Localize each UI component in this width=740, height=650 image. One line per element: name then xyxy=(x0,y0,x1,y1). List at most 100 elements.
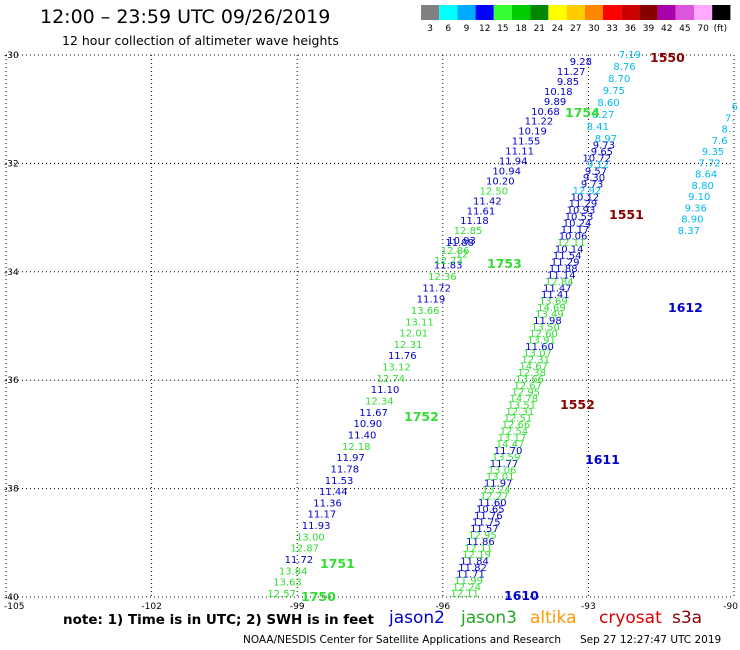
latitude-tick-label: -38 xyxy=(4,485,19,495)
wave-height-value: 12.31 xyxy=(506,407,535,418)
pass-id-label: 1610 xyxy=(504,588,539,603)
wave-height-value: 8.90 xyxy=(681,215,703,226)
wave-height-value: 11.76 xyxy=(474,511,503,522)
legend-swatch xyxy=(512,5,531,20)
pass-id-labels: 1750 1751 1752 1753 1754 1610 1611 1612 1550 1551… xyxy=(301,50,703,604)
wave-height-value: 10.93 xyxy=(567,206,596,217)
wave-height-value: 6 xyxy=(732,102,738,113)
latitude-tick-label: -32 xyxy=(4,159,19,169)
wave-height-value: 10.65 xyxy=(476,505,505,516)
wave-height-value: 9.65 xyxy=(591,147,613,158)
satellite-legend-s3a: s3a xyxy=(672,608,703,628)
wave-height-value: 11.55 xyxy=(512,137,541,148)
legend-swatch xyxy=(657,5,676,20)
wave-height-value: 11.72 xyxy=(285,555,314,566)
wave-height-value: 12.74 xyxy=(376,374,405,385)
longitude-tick-label: -99 xyxy=(290,602,305,612)
pass-id-label: 1611 xyxy=(585,452,620,467)
wave-height-value: 12.84 xyxy=(545,277,574,288)
wave-height-value: 11.41 xyxy=(541,290,570,301)
wave-height-value: 7.72 xyxy=(698,158,720,169)
legend-tick-label: 15 xyxy=(497,24,508,34)
altimeter-tracks: 12.5713.6313.8411.7212.8713.0011.9311.17… xyxy=(267,50,738,600)
wave-height-value: 12.38 xyxy=(517,368,546,379)
wave-height-value: 13.06 xyxy=(488,466,517,477)
legend-swatch xyxy=(475,5,494,20)
legend-swatch xyxy=(548,5,567,20)
wave-height-value: 13.07 xyxy=(523,349,552,360)
wave-height-value: 11.97 xyxy=(336,453,365,464)
wave-height-value: 9.57 xyxy=(585,167,607,178)
latitude-tick-label: -36 xyxy=(4,376,19,386)
wave-height-value: 11.67 xyxy=(359,408,388,419)
wave-height-value: 8.97 xyxy=(595,134,617,145)
legend-tick-label: 3 xyxy=(427,24,433,34)
wave-height-value: 11.94 xyxy=(499,157,528,168)
wave-height-value: 11.99 xyxy=(454,576,483,587)
wave-height-value: 11.70 xyxy=(494,446,523,457)
wave-height-value: 13.69 xyxy=(539,297,568,308)
wave-height-value: 10.72 xyxy=(582,154,611,165)
wave-height-value: 12.11 xyxy=(464,544,493,555)
wave-height-value: 12.36 xyxy=(428,272,457,283)
wave-height-value: 10.24 xyxy=(563,219,592,230)
legend-swatch xyxy=(457,5,476,20)
wave-height-value: 9.89 xyxy=(544,97,566,108)
wave-height-value: 11.72 xyxy=(422,283,451,294)
wave-height-value: 10.53 xyxy=(565,212,594,223)
wave-height-value: 11.75 xyxy=(472,518,501,529)
wave-height-value: 11.17 xyxy=(561,225,590,236)
wave-height-value: 9.75 xyxy=(603,86,625,97)
legend-swatch xyxy=(439,5,458,20)
wave-height-value: 11.84 xyxy=(460,557,489,568)
wave-height-value: 11.82 xyxy=(458,563,487,574)
wave-height-value: 8.41 xyxy=(587,122,609,133)
wave-height-value: 13.66 xyxy=(411,306,440,317)
wave-height-value: 11.10 xyxy=(371,385,400,396)
wave-height-value: 13.00 xyxy=(296,532,325,543)
wave-height-value: 11.53 xyxy=(325,476,354,487)
wave-height-value: 10.06 xyxy=(559,232,588,243)
pass-id-label: 1753 xyxy=(487,256,522,271)
wave-height-value: 12.95 xyxy=(511,388,540,399)
wave-height-value: 9.73 xyxy=(581,180,603,191)
satellite-legend-altika: altika xyxy=(530,608,577,628)
map-title: 12:00 – 23:59 UTC 09/26/2019 xyxy=(40,6,331,28)
wave-height-value: 12.11 xyxy=(450,589,479,600)
wave-height-value: 12 xyxy=(456,249,469,260)
wave-height-value: 11.11 xyxy=(505,147,534,158)
wave-height-value: 14.67 xyxy=(519,362,548,373)
pass-id-label: 1751 xyxy=(320,556,355,571)
pass-id-label: 1750 xyxy=(301,589,336,604)
legend-unit: (ft) xyxy=(714,24,728,34)
wave-height-value: 12.67 xyxy=(513,381,542,392)
wave-height-value: 11.86 xyxy=(466,537,495,548)
wave-height-value: 8.60 xyxy=(597,98,619,109)
legend-tick-label: 33 xyxy=(606,24,617,34)
wave-height-value: 8.80 xyxy=(692,181,714,192)
wave-height-value: 8.76 xyxy=(613,62,635,73)
map-subtitle: 12 hour collection of altimeter wave hei… xyxy=(62,33,339,48)
wave-height-value: 13.59 xyxy=(492,453,521,464)
wave-height-value: 13.91 xyxy=(527,336,556,347)
wave-height-value: 10.18 xyxy=(544,87,573,98)
satellite-legend-jason2: jason2 xyxy=(389,608,445,628)
legend-tick-label: 21 xyxy=(534,24,545,34)
longitude-tick-label: -93 xyxy=(581,602,596,612)
legend-swatch xyxy=(566,5,585,20)
wave-height-value: 11.40 xyxy=(348,430,377,441)
legend-tick-label: 27 xyxy=(570,24,581,34)
legend-tick-label: 18 xyxy=(515,24,527,34)
wave-height-value: 11.77 xyxy=(490,459,519,470)
pass-id-label: 1752 xyxy=(404,409,439,424)
wave-height-value: 13.12 xyxy=(382,363,411,374)
wave-height-value: 11.71 xyxy=(456,570,485,581)
wave-height-value: 11.44 xyxy=(319,487,348,498)
wave-height-value: 10.90 xyxy=(353,419,382,430)
wave-height-value: 8.70 xyxy=(608,74,630,85)
legend-swatch xyxy=(584,5,603,20)
wave-height-value: 9.35 xyxy=(702,147,724,158)
pass-id-label: 1552 xyxy=(560,397,595,412)
wave-height-value: 13.17 xyxy=(498,433,527,444)
legend-tick-label: 6 xyxy=(445,24,451,34)
